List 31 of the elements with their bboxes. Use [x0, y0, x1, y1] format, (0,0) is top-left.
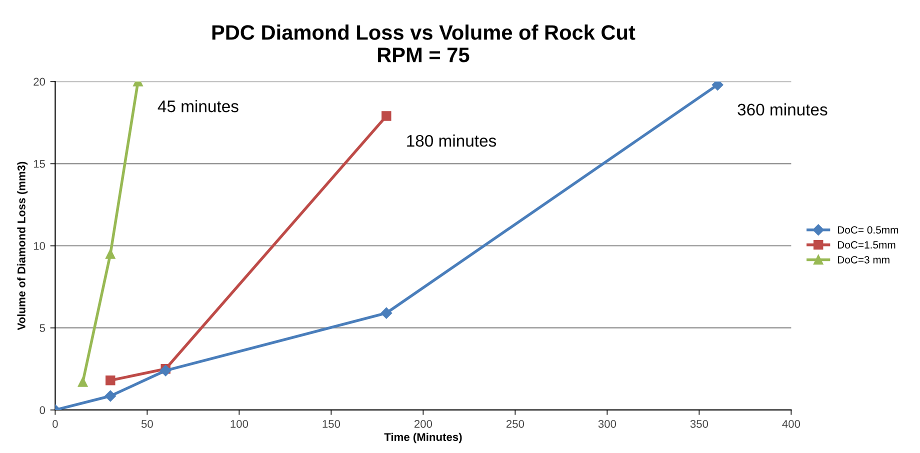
chart-title: PDC Diamond Loss vs Volume of Rock Cut RPM = 75: [212, 24, 636, 62]
y-tick-label: 0: [40, 406, 46, 414]
annotation: 360 minutes: [738, 103, 828, 116]
x-tick-label: 0: [52, 420, 58, 428]
point: [106, 249, 116, 259]
legend-label: DoC=1.5mm: [838, 241, 896, 249]
legend-label: DoC=3 mm: [838, 256, 890, 264]
point: [106, 376, 116, 386]
point: [712, 82, 724, 90]
y-axis-title: Volume of Diamond Loss (mm3): [17, 162, 28, 330]
y-tick-label: 15: [34, 160, 46, 168]
point: [78, 377, 88, 387]
y-tick-label: 10: [34, 242, 46, 250]
x-tick-label: 400: [782, 420, 800, 428]
x-tick-label: 350: [690, 420, 708, 428]
x-tick-label: 300: [598, 420, 616, 428]
point: [380, 307, 392, 319]
x-tick-label: 150: [322, 420, 340, 428]
y-tick-label: 20: [34, 78, 46, 86]
annotation: 180 minutes: [407, 134, 496, 147]
x-tick-label: 250: [506, 420, 524, 428]
x-tick-label: 200: [414, 420, 432, 428]
x-tick-label: 100: [230, 420, 248, 428]
x-axis-title: Time (Minutes): [384, 432, 462, 444]
legend-label: DoC= 0.5mm: [838, 226, 898, 234]
point: [104, 390, 116, 402]
y-tick-label: 5: [40, 324, 46, 332]
annotation: 45 minutes: [158, 100, 238, 112]
point: [160, 364, 172, 376]
x-tick-label: 50: [141, 420, 153, 428]
point: [382, 111, 392, 121]
